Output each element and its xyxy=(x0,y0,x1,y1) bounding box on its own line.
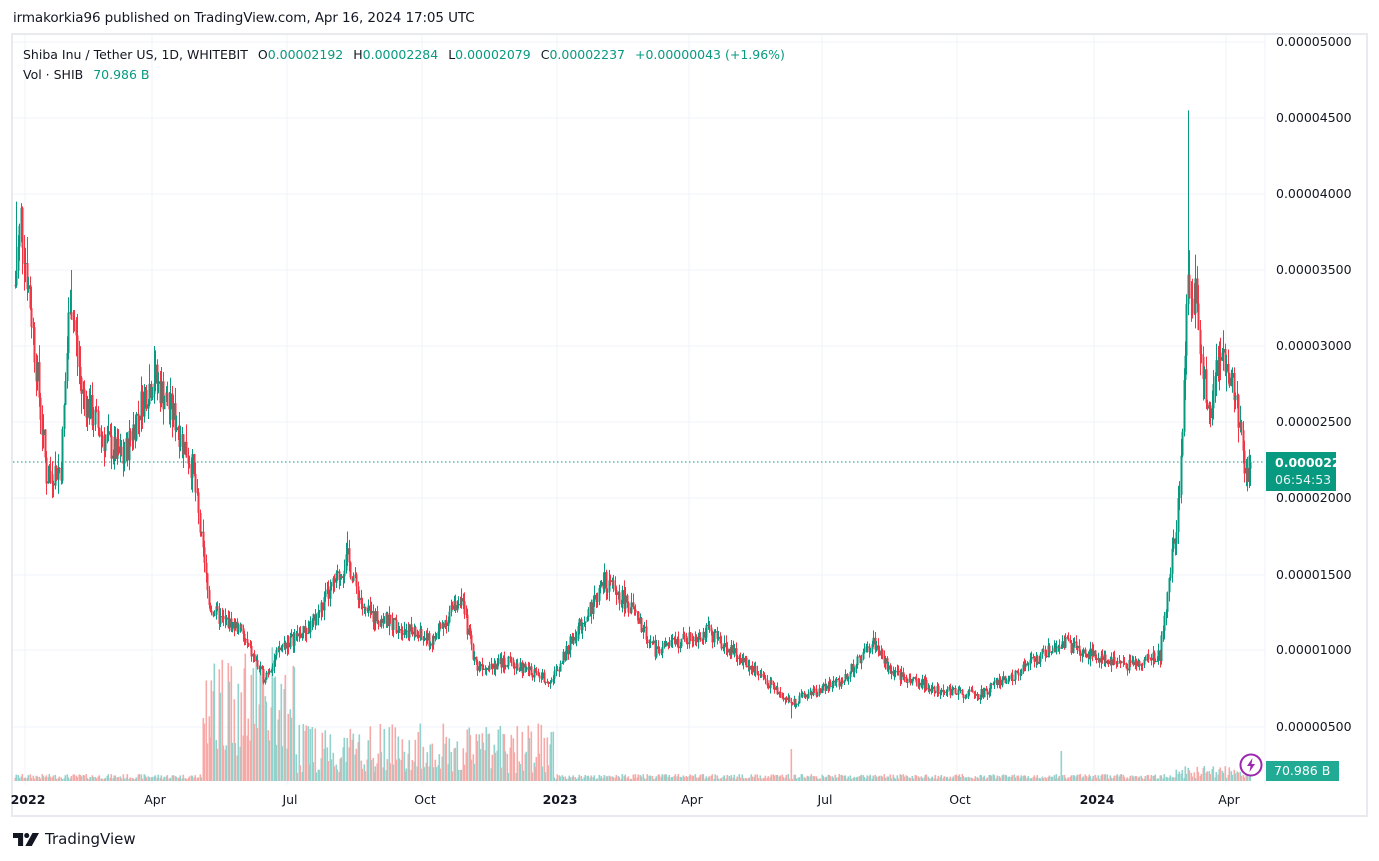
bar-countdown: 06:54:53 xyxy=(1275,472,1332,487)
chart-legend: Shiba Inu / Tether US, 1D, WHITEBIT O0.0… xyxy=(23,45,785,85)
price-tick: 0.00004000 xyxy=(1276,186,1352,201)
volume-label[interactable]: Vol · SHIB xyxy=(23,67,84,82)
open-label: O xyxy=(257,47,268,62)
time-tick: Oct xyxy=(414,792,436,807)
tradingview-logo-icon xyxy=(13,832,39,846)
symbol-title[interactable]: Shiba Inu / Tether US, 1D, WHITEBIT xyxy=(23,47,248,62)
low-value: 0.00002079 xyxy=(455,47,531,62)
price-tick: 0.00004500 xyxy=(1276,110,1352,125)
time-tick: Jul xyxy=(817,792,833,807)
lightning-bolt-icon[interactable] xyxy=(1239,753,1263,777)
low-label: L xyxy=(448,47,456,62)
price-tick: 0.00005000 xyxy=(1276,34,1352,49)
tradingview-brand[interactable]: TradingView xyxy=(13,829,136,849)
price-tick: 0.00001000 xyxy=(1276,642,1352,657)
volume-row: Vol · SHIB 70.986 B xyxy=(23,65,785,85)
time-tick: 2024 xyxy=(1079,792,1115,807)
candles xyxy=(14,110,1252,719)
grid-lines xyxy=(13,35,1265,785)
time-axis[interactable]: 2022 Apr Jul Oct 2023 Apr Jul Oct 2024 Apr xyxy=(11,785,1265,815)
high-label: H xyxy=(353,47,363,62)
volume-badge: 70.986 B xyxy=(1266,761,1339,781)
last-price-label: 0.00002237 06:54:53 xyxy=(1266,452,1359,491)
time-tick: Jul xyxy=(282,792,298,807)
time-tick: Oct xyxy=(949,792,971,807)
close-value: 0.00002237 xyxy=(549,47,625,62)
time-tick: 2022 xyxy=(10,792,46,807)
published-line: irmakorkia96 published on TradingView.co… xyxy=(13,10,475,26)
change-value: +0.00000043 (+1.96%) xyxy=(634,47,785,62)
volume-value: 70.986 B xyxy=(93,67,150,82)
time-tick: Apr xyxy=(144,792,166,807)
high-value: 0.00002284 xyxy=(362,47,439,62)
last-price-value: 0.00002237 xyxy=(1275,455,1359,470)
ohlc-row: Shiba Inu / Tether US, 1D, WHITEBIT O0.0… xyxy=(23,45,785,65)
price-tick: 0.00003500 xyxy=(1276,262,1352,277)
brand-name: TradingView xyxy=(45,830,136,848)
price-tick: 0.00001500 xyxy=(1276,567,1352,582)
close-label: C xyxy=(540,47,550,62)
time-tick: Apr xyxy=(681,792,703,807)
volume-bars xyxy=(14,647,1252,781)
price-tick: 0.00003000 xyxy=(1276,338,1352,353)
time-tick: Apr xyxy=(1218,792,1240,807)
price-tick: 0.00000500 xyxy=(1276,719,1352,734)
open-value: 0.00002192 xyxy=(267,47,344,62)
price-axis[interactable]: 0.00005000 0.00004500 0.00004000 0.00003500… xyxy=(1265,33,1368,785)
price-tick: 0.00002000 xyxy=(1276,490,1352,505)
price-tick: 0.00002500 xyxy=(1276,414,1352,429)
time-tick: 2023 xyxy=(542,792,578,807)
